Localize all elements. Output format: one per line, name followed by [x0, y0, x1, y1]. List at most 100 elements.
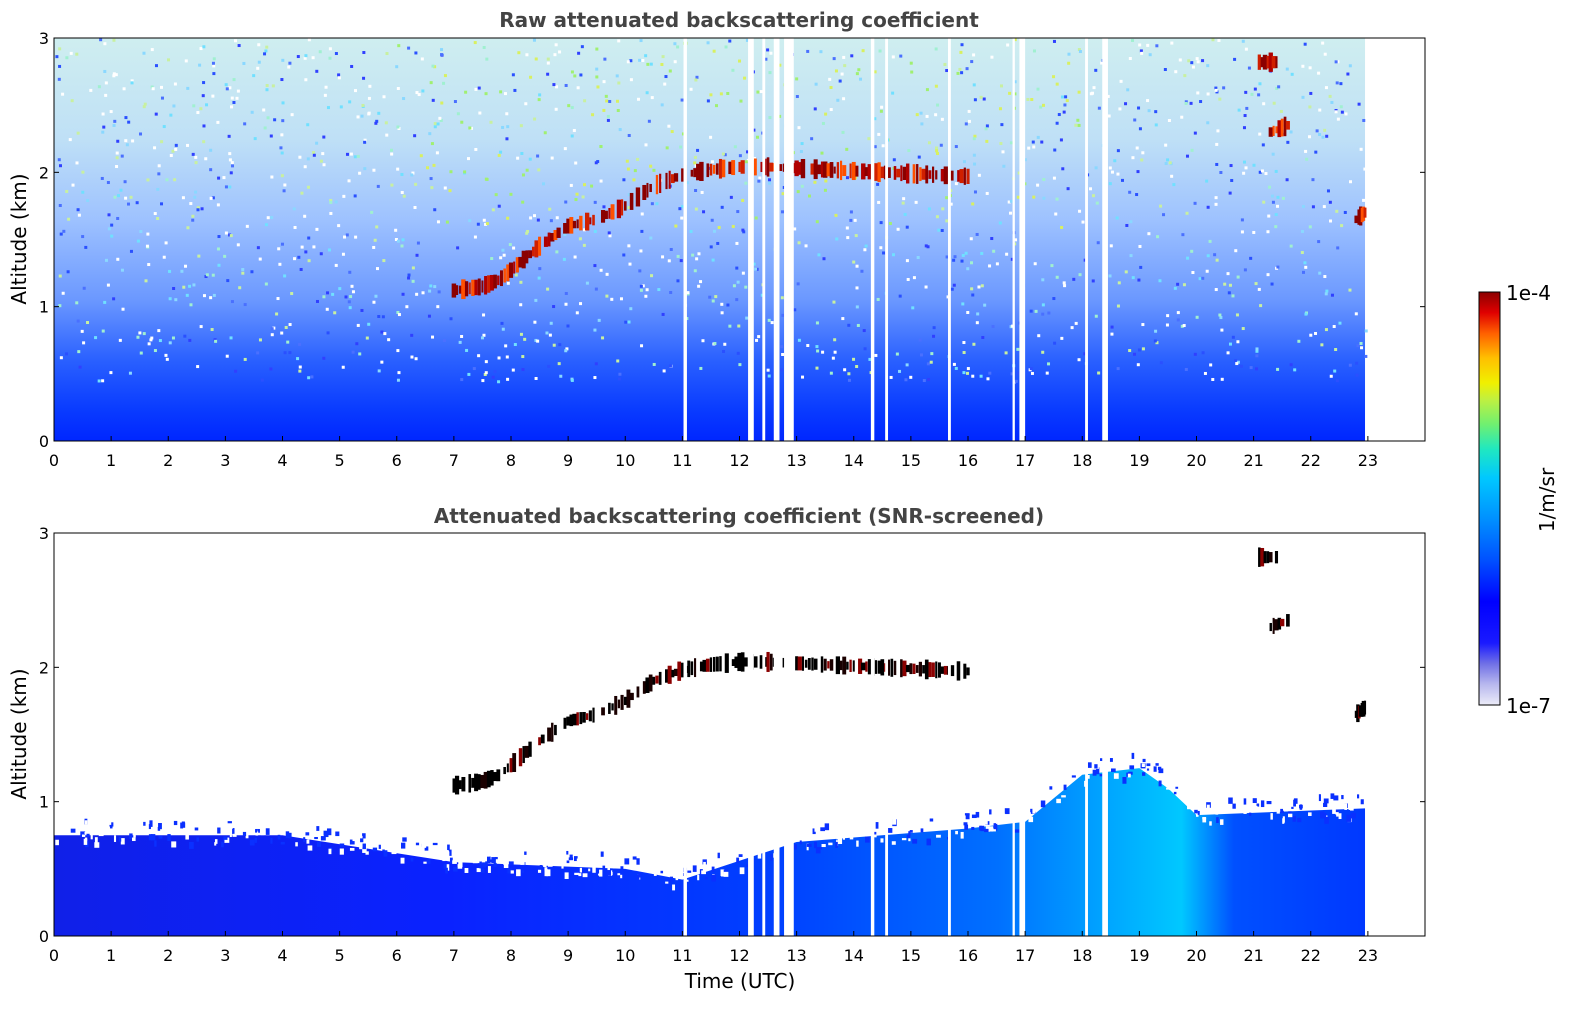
fringe-pixel — [979, 825, 982, 831]
noise-pixel — [574, 161, 578, 165]
noise-pixel — [307, 38, 311, 42]
noise-pixel — [917, 155, 921, 159]
fringe-pixel — [929, 818, 934, 822]
noise-pixel — [184, 264, 188, 268]
noise-pixel — [650, 202, 654, 206]
fringe-pixel — [1215, 809, 1219, 815]
noise-pixel — [1359, 147, 1363, 151]
noise-pixel — [55, 55, 59, 59]
noise-pixel — [767, 181, 771, 185]
noise-pixel — [328, 47, 332, 51]
noise-pixel — [1159, 361, 1163, 365]
fringe-pixel — [98, 834, 104, 837]
noise-pixel — [815, 366, 819, 370]
noise-pixel — [280, 331, 284, 335]
noise-pixel — [1081, 220, 1085, 224]
fringe-pixel — [1245, 804, 1250, 810]
noise-pixel — [497, 153, 501, 157]
noise-pixel — [1166, 314, 1170, 318]
noise-pixel — [397, 371, 401, 375]
noise-pixel — [508, 243, 512, 247]
noise-pixel — [1078, 50, 1082, 54]
fringe-pixel — [491, 857, 496, 864]
noise-pixel — [521, 200, 525, 204]
noise-pixel — [230, 161, 234, 165]
noise-pixel — [186, 143, 190, 147]
fringe-pixel — [444, 851, 450, 857]
noise-pixel — [358, 352, 362, 356]
noise-pixel — [150, 85, 154, 89]
x-tick-label: 5 — [335, 451, 345, 470]
fringe-pixel — [158, 835, 163, 839]
noise-pixel — [1241, 327, 1245, 331]
noise-pixel — [304, 78, 308, 82]
noise-pixel — [879, 109, 883, 113]
noise-pixel — [652, 168, 656, 172]
fringe-pixel — [183, 827, 187, 833]
noise-pixel — [327, 248, 331, 252]
noise-pixel — [744, 160, 748, 164]
noise-pixel — [1113, 159, 1117, 163]
noise-pixel — [394, 228, 398, 232]
noise-pixel — [754, 216, 758, 220]
noise-pixel — [1230, 178, 1234, 182]
noise-pixel — [644, 143, 648, 147]
noise-pixel — [984, 127, 988, 131]
noise-pixel — [882, 251, 886, 255]
noise-pixel — [1013, 92, 1017, 96]
fringe-pixel — [1188, 800, 1194, 805]
noise-pixel — [1126, 88, 1130, 92]
noise-pixel — [604, 94, 608, 98]
noise-pixel — [1176, 318, 1180, 322]
noise-pixel — [606, 114, 610, 118]
noise-pixel — [927, 207, 931, 211]
noise-pixel — [557, 362, 561, 366]
fringe-pixel — [1350, 812, 1356, 819]
noise-pixel — [554, 43, 558, 47]
noise-pixel — [1219, 171, 1223, 175]
noise-pixel — [154, 64, 158, 68]
noise-pixel — [529, 75, 533, 79]
noise-pixel — [288, 323, 292, 327]
noise-pixel — [124, 139, 128, 143]
noise-pixel — [726, 303, 730, 307]
noise-pixel — [1243, 114, 1247, 118]
noise-pixel — [909, 61, 913, 65]
x-tick-label: 10 — [615, 946, 635, 965]
noise-pixel — [306, 157, 310, 161]
noise-pixel — [828, 77, 832, 81]
fringe-pixel — [371, 838, 374, 841]
noise-pixel — [210, 328, 214, 332]
noise-pixel — [967, 109, 971, 113]
fringe-pixel — [372, 847, 378, 852]
noise-pixel — [1050, 264, 1054, 268]
noise-pixel — [1072, 277, 1076, 281]
noise-pixel — [243, 122, 247, 126]
noise-pixel — [449, 317, 453, 321]
noise-pixel — [416, 241, 420, 245]
noise-pixel — [65, 56, 69, 60]
noise-pixel — [1009, 211, 1013, 215]
fringe-pixel — [349, 847, 355, 851]
noise-pixel — [1362, 198, 1366, 202]
noise-pixel — [202, 81, 206, 85]
noise-pixel — [321, 152, 325, 156]
noise-pixel — [256, 66, 260, 70]
noise-pixel — [752, 128, 756, 132]
noise-pixel — [1249, 366, 1253, 370]
noise-pixel — [484, 371, 488, 375]
fringe-pixel — [719, 851, 723, 857]
noise-pixel — [1176, 282, 1180, 286]
noise-pixel — [493, 370, 497, 374]
noise-pixel — [905, 225, 909, 229]
noise-pixel — [533, 117, 537, 121]
noise-pixel — [1304, 265, 1308, 269]
noise-pixel — [242, 61, 246, 65]
noise-pixel — [639, 249, 643, 253]
noise-pixel — [972, 53, 976, 57]
noise-pixel — [801, 375, 805, 379]
noise-pixel — [1009, 199, 1013, 203]
noise-pixel — [1182, 324, 1186, 328]
noise-pixel — [627, 244, 631, 248]
noise-pixel — [453, 100, 457, 104]
